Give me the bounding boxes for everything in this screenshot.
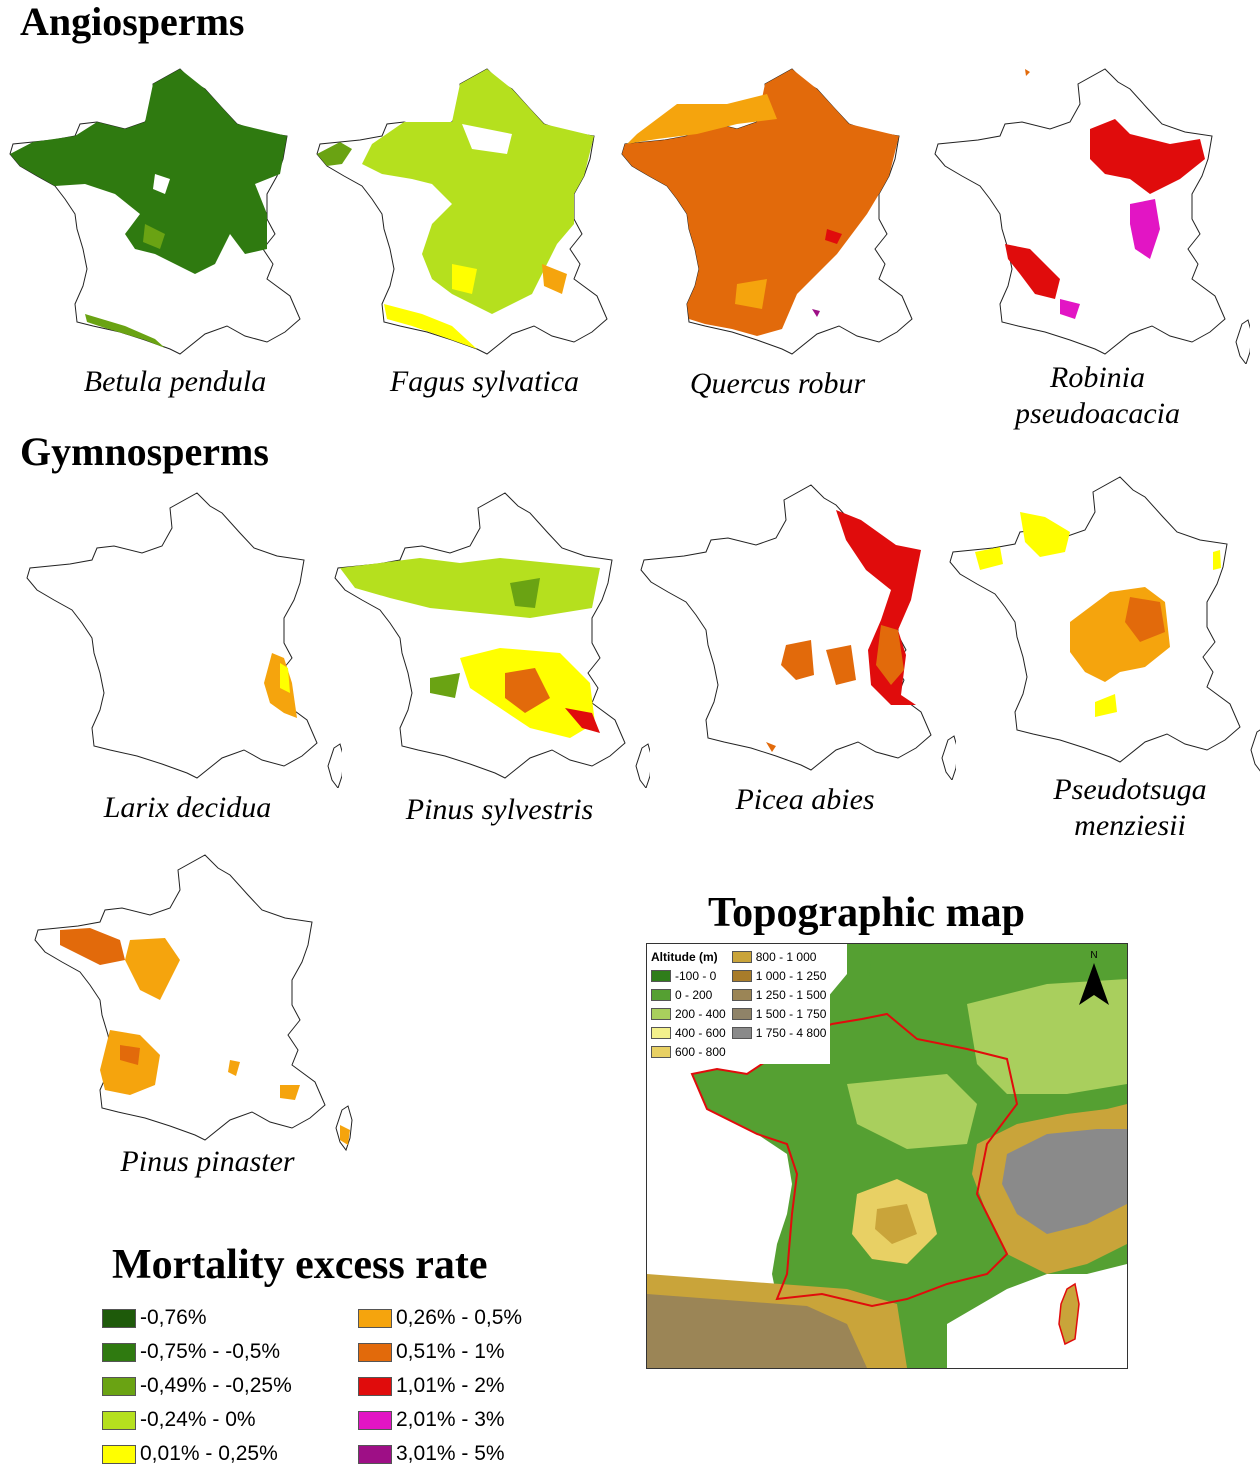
legend-item: 0,01% - 0,25%	[102, 1442, 278, 1466]
map-pinus-pinaster	[30, 850, 370, 1160]
topo-legend-item: 600 - 800	[651, 1042, 726, 1061]
topo-legend-label: 1 000 - 1 250	[755, 968, 827, 983]
topo-legend-label: 1 250 - 1 500	[755, 987, 827, 1002]
legend-label: 3,01% - 5%	[396, 1442, 505, 1465]
topo-legend-label: 800 - 1 000	[755, 949, 817, 964]
legend-swatch	[358, 1444, 392, 1464]
legend-item: -0,75% - -0,5%	[102, 1340, 280, 1364]
map-fagus-sylvatica	[312, 64, 612, 364]
heading-topographic-map: Topographic map	[708, 890, 1026, 936]
topo-legend-item: 1 000 - 1 250	[731, 966, 827, 985]
topo-legend-item: -100 - 0	[651, 966, 726, 985]
map-picea-abies	[636, 480, 956, 780]
legend-label: -0,76%	[140, 1306, 207, 1329]
topo-legend-swatch	[651, 1007, 671, 1020]
legend-item: 0,26% - 0,5%	[358, 1306, 522, 1330]
topo-legend-item: 1 250 - 1 500	[731, 985, 827, 1004]
north-arrow-icon	[1079, 963, 1109, 1005]
label-robinia-pseudoacacia: Robinia pseudoacacia	[1015, 361, 1180, 430]
map-pseudotsuga-menziesii	[945, 472, 1260, 772]
legend-item: 1,01% - 2%	[358, 1374, 505, 1398]
topo-legend-label: -100 - 0	[675, 968, 717, 983]
topo-legend-label: 1 500 - 1 750	[755, 1006, 827, 1021]
legend-swatch	[358, 1308, 392, 1328]
topo-legend-swatch	[731, 950, 752, 963]
topographic-map: Altitude (m) -100 - 0 0 - 200 200 - 400 …	[646, 943, 1128, 1369]
legend-item: 2,01% - 3%	[358, 1408, 505, 1432]
topo-legend-label: 400 - 600	[675, 1025, 726, 1040]
legend-item: -0,49% - -0,25%	[102, 1374, 292, 1398]
label-larix-decidua: Larix decidua	[103, 791, 272, 824]
topo-legend-item: 800 - 1 000	[731, 947, 827, 966]
map-robinia-pseudoacacia	[930, 64, 1250, 364]
legend-label: -0,75% - -0,5%	[140, 1340, 281, 1363]
topo-legend-label: 0 - 200	[675, 987, 713, 1002]
topo-legend: Altitude (m) -100 - 0 0 - 200 200 - 400 …	[647, 944, 831, 1064]
topo-legend-item: 0 - 200	[651, 985, 726, 1004]
topo-legend-swatch	[651, 988, 671, 1001]
topo-legend-swatch	[651, 1045, 671, 1058]
topo-legend-item: 200 - 400	[651, 1004, 726, 1023]
legend-label: 0,01% - 0,25%	[140, 1442, 278, 1465]
legend-item: -0,24% - 0%	[102, 1408, 256, 1432]
legend-label: 0,26% - 0,5%	[396, 1306, 523, 1329]
legend-label: -0,49% - -0,25%	[140, 1374, 292, 1397]
topo-legend-label: 1 750 - 4 800	[755, 1025, 827, 1040]
topo-legend-item: 400 - 600	[651, 1023, 726, 1042]
legend-item: 3,01% - 5%	[358, 1442, 505, 1466]
legend-label: 1,01% - 2%	[396, 1374, 505, 1397]
label-pinus-pinaster: Pinus pinaster	[120, 1145, 295, 1178]
map-betula-pendula	[5, 64, 305, 364]
legend-swatch	[102, 1444, 136, 1464]
topo-legend-label: 600 - 800	[675, 1044, 726, 1059]
heading-angiosperms: Angiosperms	[20, 0, 245, 44]
legend-item: -0,76%	[102, 1306, 207, 1330]
topo-legend-swatch	[731, 988, 752, 1001]
legend-swatch	[358, 1342, 392, 1362]
label-pinus-sylvestris: Pinus sylvestris	[405, 793, 594, 826]
legend-label: 0,51% - 1%	[396, 1340, 505, 1363]
north-arrow: N	[1077, 950, 1111, 1010]
topo-legend-label: 200 - 400	[675, 1006, 726, 1021]
label-picea-abies: Picea abies	[735, 783, 875, 816]
topo-legend-title: Altitude (m)	[651, 949, 718, 964]
map-pinus-sylvestris	[330, 488, 650, 788]
topo-legend-swatch	[651, 1026, 671, 1039]
topo-legend-item: 1 750 - 4 800	[731, 1023, 827, 1042]
map-larix-decidua	[22, 488, 342, 788]
label-betula-pendula: Betula pendula	[83, 365, 267, 398]
topo-legend-swatch	[731, 969, 752, 982]
legend-swatch	[102, 1410, 136, 1430]
topo-legend-swatch	[731, 1007, 752, 1020]
legend-swatch	[102, 1308, 136, 1328]
legend-swatch	[358, 1376, 392, 1396]
legend-item: 0,51% - 1%	[358, 1340, 505, 1364]
heading-gymnosperms: Gymnosperms	[20, 429, 269, 474]
legend-swatch	[102, 1342, 136, 1362]
legend-label: 2,01% - 3%	[396, 1408, 505, 1431]
map-quercus-robur	[617, 64, 917, 364]
legend-swatch	[358, 1410, 392, 1430]
legend-title: Mortality excess rate	[112, 1242, 488, 1288]
topo-legend-swatch	[651, 969, 671, 982]
legend-label: -0,24% - 0%	[140, 1408, 256, 1431]
label-fagus-sylvatica: Fagus sylvatica	[389, 365, 580, 398]
topo-legend-swatch	[731, 1026, 752, 1039]
legend-swatch	[102, 1376, 136, 1396]
topo-legend-item: 1 500 - 1 750	[731, 1004, 827, 1023]
north-label: N	[1090, 950, 1098, 961]
label-quercus-robur: Quercus robur	[689, 367, 866, 400]
label-pseudotsuga-menziesii: Pseudotsuga menziesii	[1053, 773, 1207, 842]
